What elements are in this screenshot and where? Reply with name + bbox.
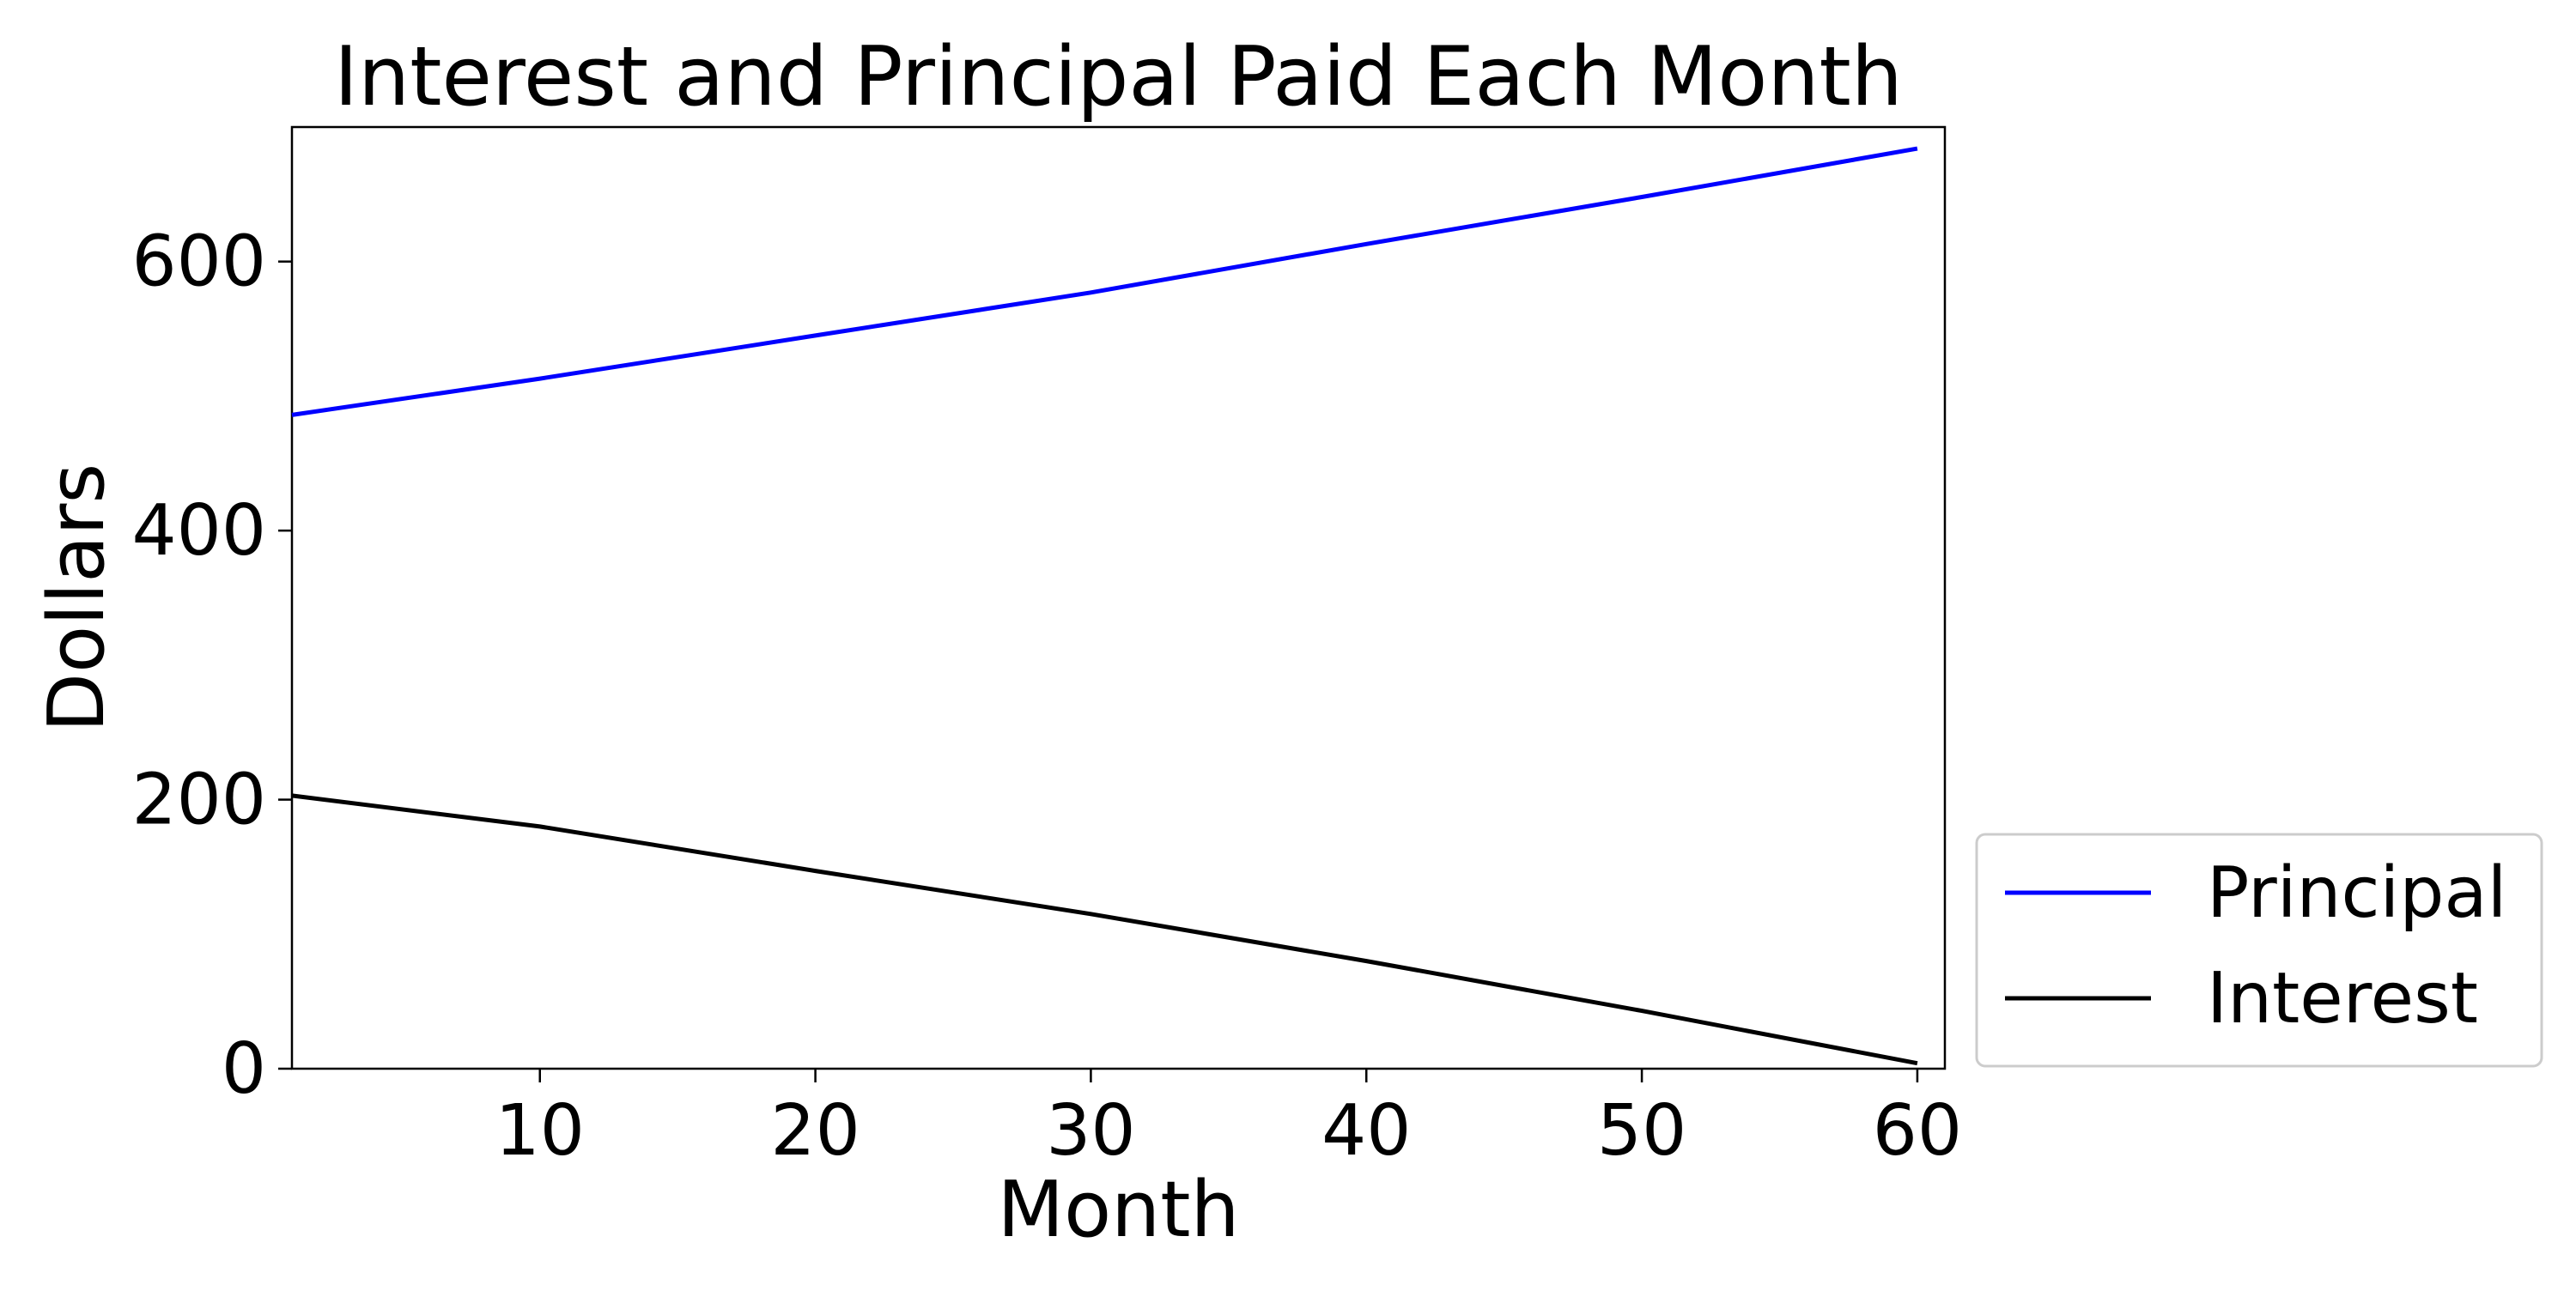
- x-tick-label: 40: [1321, 1090, 1411, 1172]
- chart-title: Interest and Principal Paid Each Month: [334, 30, 1903, 124]
- x-tick-label: 60: [1873, 1090, 1962, 1172]
- x-tick-label: 50: [1597, 1090, 1686, 1172]
- y-axis-label: Dollars: [32, 464, 122, 732]
- legend: Principal Interest: [1975, 833, 2543, 1068]
- y-tick-label: 0: [222, 1028, 266, 1110]
- series-line-interest: [291, 793, 1918, 1066]
- y-axis: 0 200 400 600: [131, 221, 292, 1110]
- y-tick-label: 200: [131, 760, 266, 841]
- y-tick-label: 600: [131, 221, 266, 303]
- x-axis: 10 20 30 40 50 60: [495, 1069, 1962, 1172]
- legend-label-interest: Interest: [2207, 958, 2478, 1039]
- series-line-principal: [291, 146, 1918, 417]
- x-tick-label: 20: [770, 1090, 860, 1172]
- plot-frame: [290, 125, 1947, 1070]
- y-tick-label: 400: [131, 490, 266, 572]
- series-layer: [291, 146, 1918, 1066]
- x-tick-label: 30: [1046, 1090, 1135, 1172]
- x-axis-label: Month: [997, 1165, 1239, 1255]
- plot-area: [290, 125, 1947, 1070]
- legend-label-principal: Principal: [2207, 852, 2506, 934]
- x-tick-label: 10: [495, 1090, 585, 1172]
